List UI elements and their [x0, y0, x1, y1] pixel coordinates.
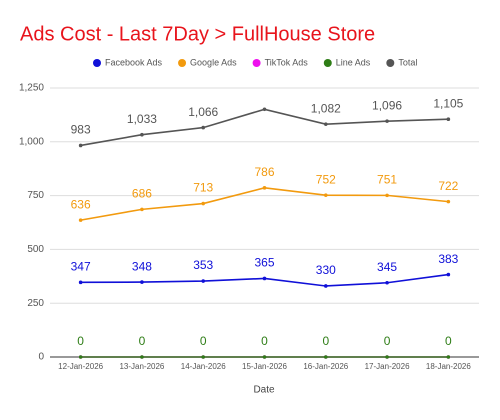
data-point — [323, 284, 328, 288]
series-line — [80, 273, 449, 287]
legend-label: Google Ads — [190, 57, 237, 67]
x-tick-label: 18-Jan-2026 — [426, 362, 471, 371]
data-label: 0 — [77, 334, 84, 348]
data-label: 786 — [254, 165, 274, 179]
data-point — [385, 119, 389, 123]
data-label: 0 — [139, 334, 146, 348]
data-point — [323, 193, 328, 197]
y-tick-label: 500 — [27, 244, 44, 255]
data-point — [323, 122, 328, 126]
data-label: 1,066 — [188, 105, 218, 119]
data-label: 347 — [71, 259, 91, 273]
data-point — [262, 186, 267, 190]
y-tick-label: 1,250 — [19, 83, 44, 94]
data-label: 713 — [193, 181, 213, 195]
data-point — [385, 193, 389, 198]
data-label: 0 — [445, 334, 452, 348]
legend-marker — [252, 59, 261, 67]
data-point — [323, 355, 328, 359]
data-point — [446, 355, 451, 359]
data-point — [385, 280, 389, 285]
chart-title: Ads Cost - Last 7Day > FullHouse Store — [20, 23, 375, 45]
data-label: 348 — [132, 259, 152, 273]
x-tick-label: 14-Jan-2026 — [181, 362, 226, 371]
data-label: 330 — [316, 263, 336, 277]
data-point — [201, 125, 206, 130]
data-point — [78, 218, 83, 222]
data-label: 0 — [200, 334, 207, 348]
data-label: 722 — [438, 179, 458, 193]
data-label: 345 — [377, 260, 397, 274]
data-label: 0 — [384, 334, 391, 348]
y-tick-label: 1,000 — [19, 136, 44, 147]
data-point — [78, 280, 83, 285]
x-axis-label: Date — [253, 385, 275, 396]
y-tick-label: 250 — [27, 298, 44, 309]
data-point — [201, 201, 206, 206]
data-point — [262, 355, 267, 359]
data-label: 1,105 — [433, 96, 463, 110]
x-tick-label: 16-Jan-2026 — [303, 362, 348, 371]
data-point — [78, 143, 83, 148]
legend-marker — [386, 59, 395, 67]
legend-label: TikTok Ads — [265, 57, 309, 67]
legend-marker — [178, 59, 187, 67]
data-point — [201, 279, 206, 283]
data-label: 383 — [438, 252, 458, 266]
data-point — [140, 132, 144, 137]
data-point — [140, 207, 144, 212]
x-tick-label: 13-Jan-2026 — [119, 362, 164, 371]
x-tick-label: 17-Jan-2026 — [365, 362, 410, 371]
data-label: 636 — [71, 197, 91, 211]
data-label: 751 — [377, 173, 397, 187]
data-point — [446, 272, 451, 277]
data-label: 0 — [261, 334, 268, 348]
legend-marker — [323, 59, 332, 67]
y-tick-label: 750 — [27, 190, 44, 201]
data-point — [262, 276, 267, 281]
legend-marker — [93, 59, 101, 67]
legend-label: Total — [398, 57, 417, 67]
data-point — [262, 107, 267, 112]
legend-label: Facebook Ads — [105, 57, 163, 67]
data-point — [140, 355, 144, 359]
data-point — [385, 355, 389, 359]
data-point — [78, 355, 83, 359]
x-tick-label: 15-Jan-2026 — [242, 362, 287, 371]
data-label: 983 — [71, 123, 91, 137]
data-label: 0 — [322, 334, 329, 348]
data-label: 1,096 — [372, 98, 402, 112]
data-point — [201, 355, 206, 359]
x-tick-label: 12-Jan-2026 — [58, 362, 103, 371]
data-label: 686 — [132, 187, 152, 201]
data-label: 353 — [193, 258, 213, 272]
y-tick-label: 0 — [38, 352, 44, 363]
data-label: 365 — [254, 256, 274, 270]
data-label: 752 — [316, 172, 336, 186]
legend-label: Line Ads — [336, 57, 371, 67]
data-label: 1,082 — [311, 101, 341, 115]
data-point — [446, 199, 451, 204]
data-point — [446, 117, 451, 122]
data-point — [140, 280, 144, 284]
data-label: 1,033 — [127, 112, 157, 126]
